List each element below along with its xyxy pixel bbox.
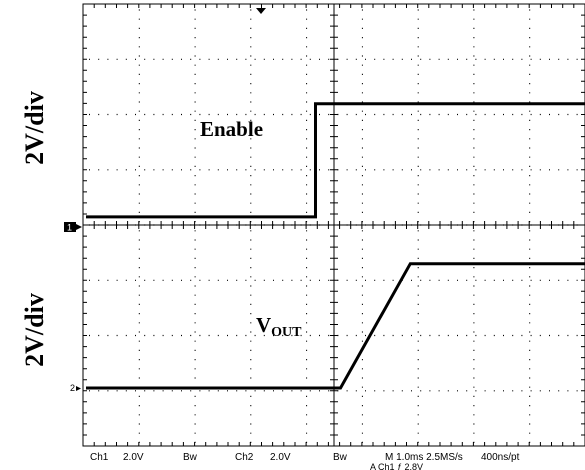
status-ch1-bw: Bw bbox=[183, 452, 198, 463]
status-ch2: Ch2 bbox=[235, 452, 254, 463]
grid bbox=[82, 3, 585, 447]
vout-trace-label: VOUT bbox=[256, 313, 302, 340]
axis-ticks bbox=[82, 3, 575, 436]
vout-trace bbox=[86, 262, 585, 390]
channel-2-marker: 2 bbox=[70, 383, 81, 393]
channel-2-marker-label: 2 bbox=[70, 383, 75, 393]
status-trigger: A Ch1 ƒ 2.8V bbox=[370, 462, 423, 470]
grid-dots bbox=[89, 9, 578, 443]
status-ch1-scale: 2.0V bbox=[123, 452, 144, 463]
enable-trace-label: Enable bbox=[200, 117, 263, 141]
y-axis-label-bottom: 2V/div bbox=[20, 293, 49, 367]
traces bbox=[86, 102, 585, 390]
status-timebase: M 1.0ms 2.5MS/s bbox=[385, 452, 463, 463]
status-ch2-scale: 2.0V bbox=[270, 452, 291, 463]
vout-label-main: V bbox=[256, 313, 271, 337]
status-bar: Ch1 2.0V Bw Ch2 2.0V Bw M 1.0ms 2.5MS/s … bbox=[90, 452, 520, 470]
y-axis-label-top: 2V/div bbox=[20, 91, 49, 165]
enable-trace bbox=[86, 102, 585, 219]
vout-label-sub: OUT bbox=[271, 325, 302, 340]
channel-1-marker-label: 1 bbox=[67, 223, 72, 233]
status-points: 400ns/pt bbox=[481, 452, 520, 463]
edge-ticks bbox=[82, 3, 585, 446]
channel-1-marker: 1 bbox=[64, 222, 82, 233]
trigger-position-marker bbox=[256, 8, 266, 14]
status-ch2-bw: Bw bbox=[333, 452, 348, 463]
status-ch1: Ch1 bbox=[90, 452, 109, 463]
